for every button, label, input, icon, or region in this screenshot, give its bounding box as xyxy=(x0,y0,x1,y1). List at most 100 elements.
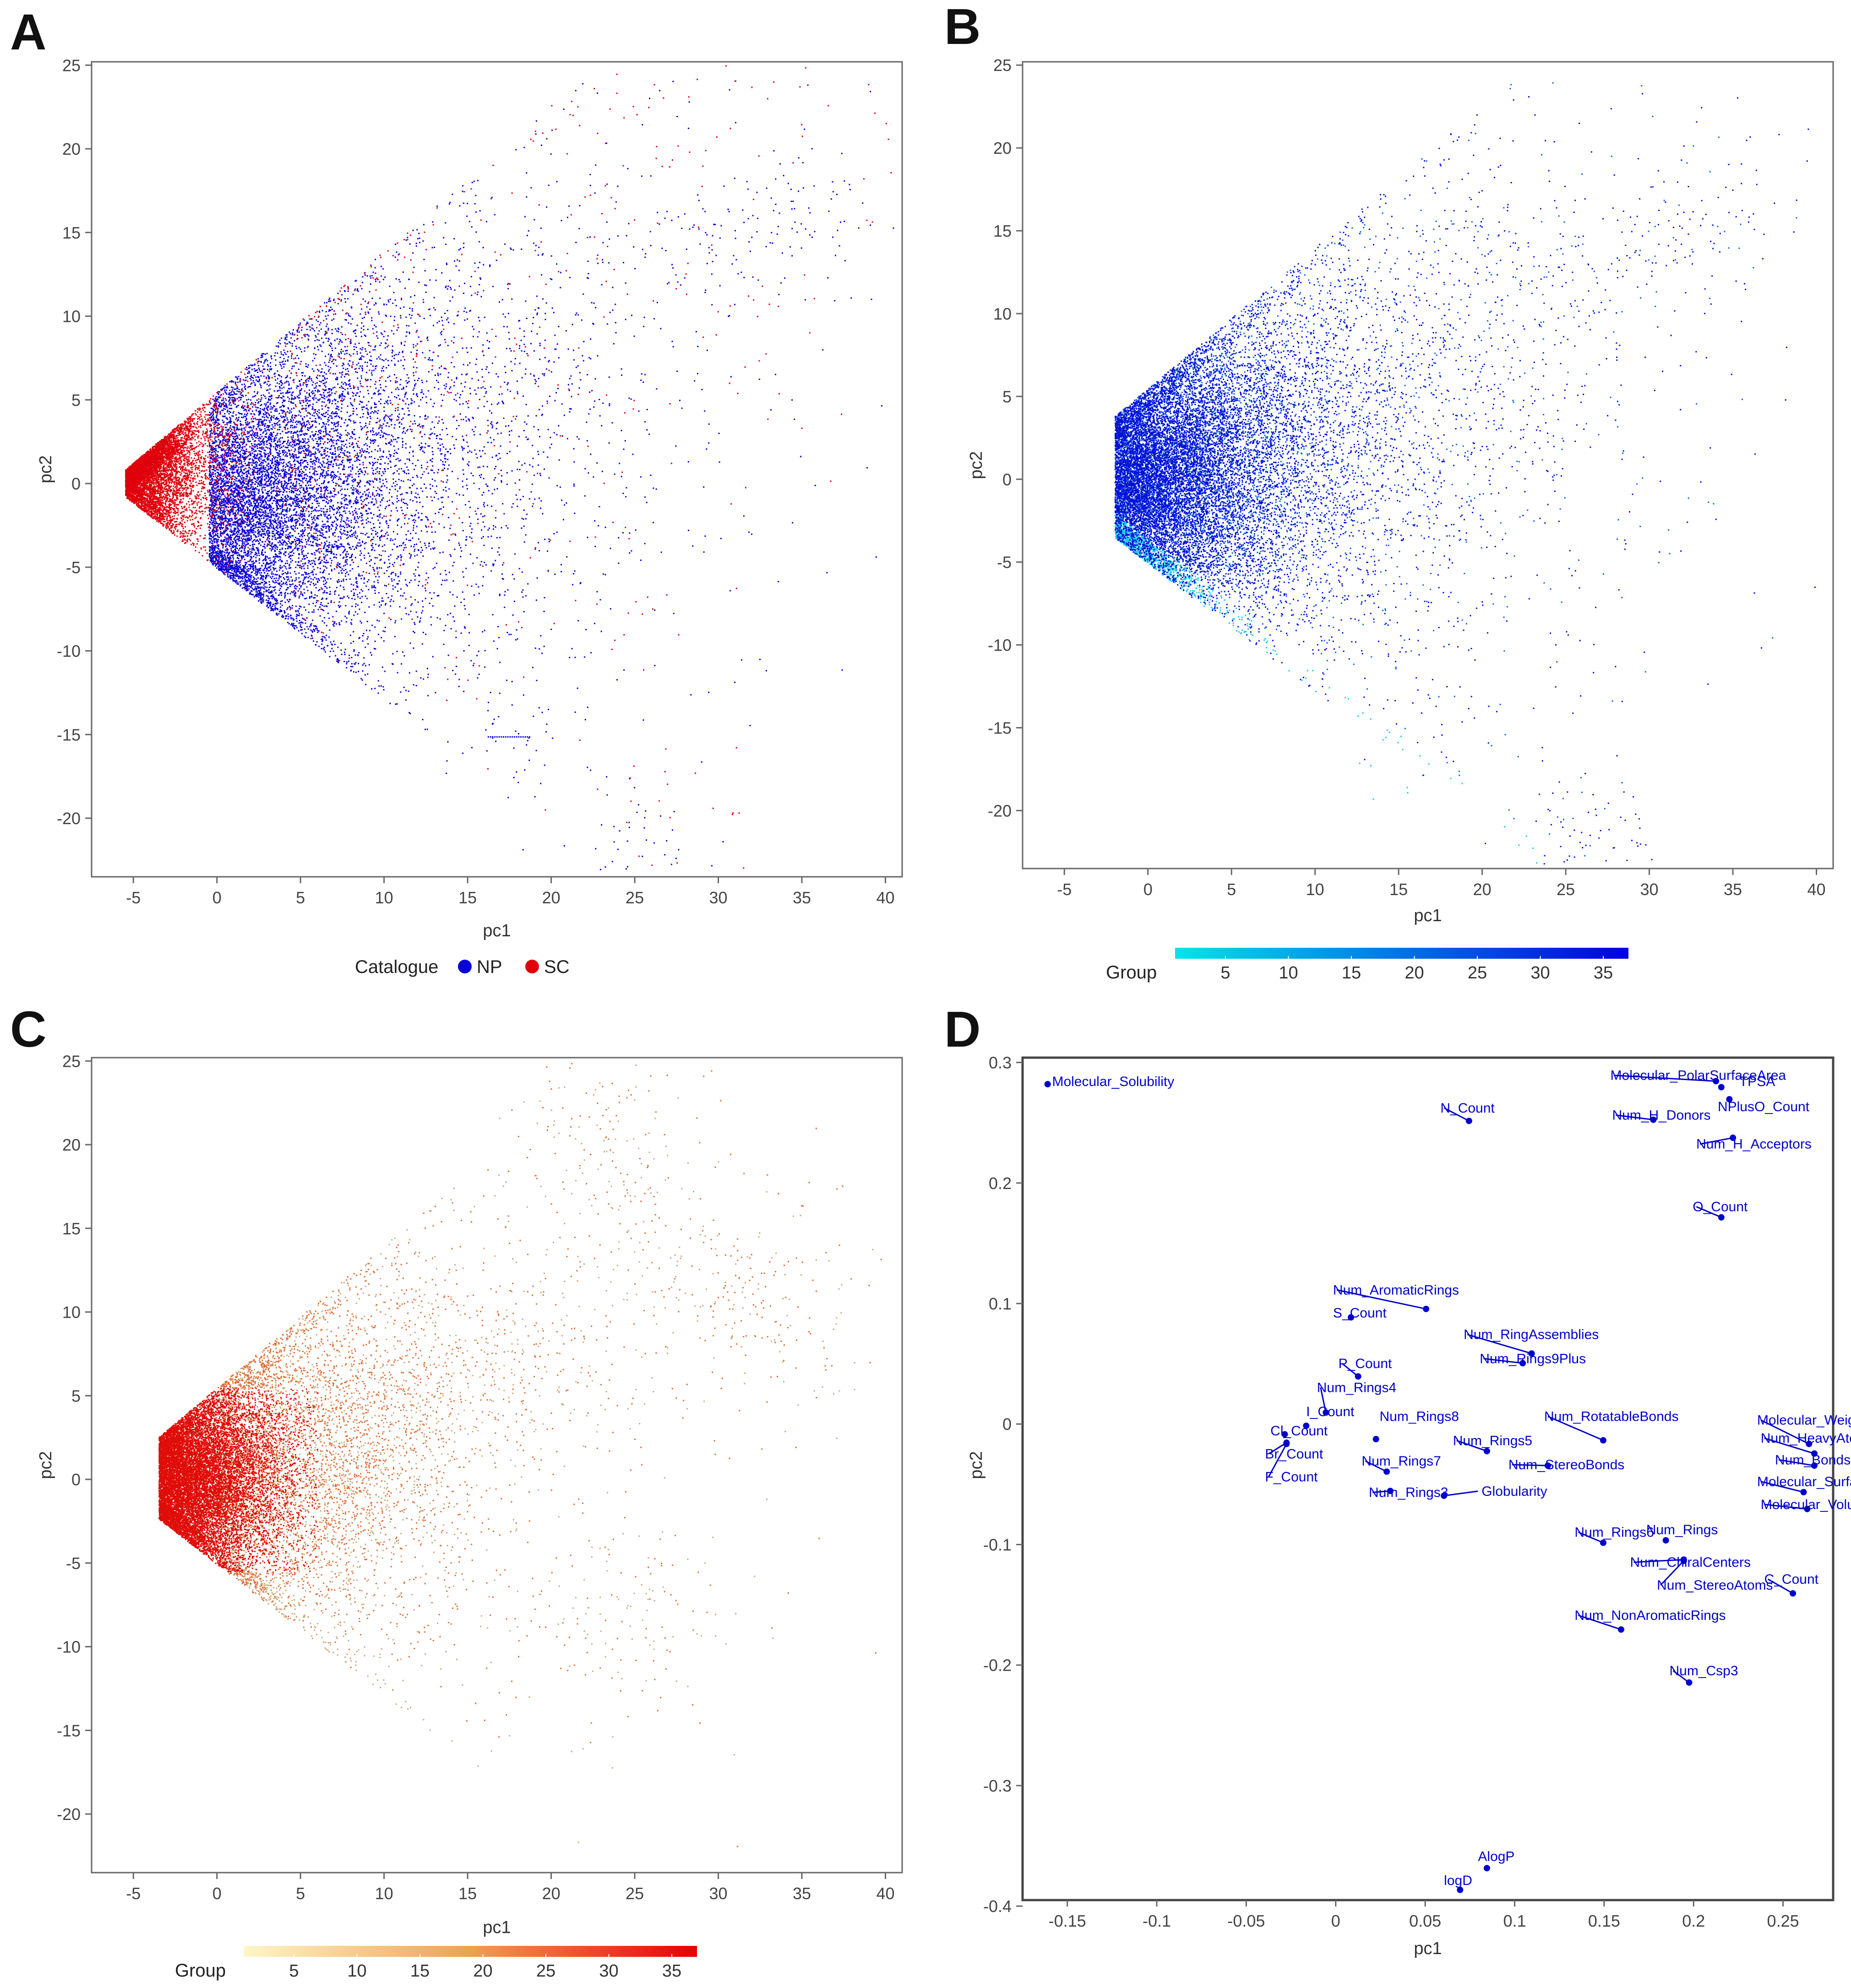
loading-label: NPlusO_Count xyxy=(1718,1099,1810,1114)
group-high-points xyxy=(1114,93,1816,865)
panel-d-y-axis-label: pc2 xyxy=(967,1451,986,1479)
colorbar-tick-label: 20 xyxy=(1405,963,1424,983)
panel-b-colorbar-gradient xyxy=(1175,948,1628,959)
loading-point xyxy=(1528,1350,1535,1357)
y-tick-label: 0.2 xyxy=(989,1174,1012,1193)
loading-label: Molecular_Volume xyxy=(1761,1497,1851,1512)
loading-point xyxy=(1811,1462,1818,1469)
panel-d-loading-points: Molecular_Solubility Molecular_PolarSurfa… xyxy=(1044,1068,1851,1893)
x-tick-label: 20 xyxy=(542,1884,561,1903)
panel-a-x-axis: -5 0 5 10 15 20 25 30 35 40 xyxy=(126,877,895,907)
x-tick-label: -0.05 xyxy=(1227,1912,1265,1930)
loading-num-rings7: Num_Rings7 xyxy=(1361,1454,1441,1475)
panel-c-x-axis: -5 0 5 10 15 20 25 30 35 40 xyxy=(126,1873,895,1903)
loading-logd: logD xyxy=(1444,1873,1472,1893)
loading-cl-count: Cl_Count xyxy=(1270,1423,1328,1439)
np-series-points xyxy=(208,80,894,870)
colorbar-tick-label: 10 xyxy=(1279,963,1298,983)
panel-a-scatter-points xyxy=(125,65,894,870)
colorbar-tick-label: 15 xyxy=(410,1961,430,1981)
y-tick-label: 15 xyxy=(62,1219,81,1238)
loading-molecular-solubility: Molecular_Solubility xyxy=(1044,1074,1174,1089)
loading-o-count: O_Count xyxy=(1693,1200,1748,1221)
loading-label: C_Count xyxy=(1764,1572,1819,1587)
loading-label: Molecular_SurfaceArea xyxy=(1757,1474,1851,1489)
loading-leader-line xyxy=(1578,1614,1622,1630)
panel-c: C -5 0 5 10 15 20 25 30 35 40 -20 -15 -10 -5 0 5 10 15 20… xyxy=(10,1001,903,1981)
loading-leader-line xyxy=(1512,1464,1548,1467)
loading-leader-line xyxy=(1767,1578,1793,1594)
y-tick-label: 10 xyxy=(62,1303,81,1322)
x-tick-label: 5 xyxy=(296,888,305,907)
loading-label: Molecular_Weight xyxy=(1757,1413,1851,1428)
panel-b-x-axis: -5 0 5 10 15 20 25 30 35 40 xyxy=(1057,869,1826,899)
loading-point xyxy=(1519,1360,1526,1367)
loading-point xyxy=(1483,1448,1490,1455)
x-tick-label: 15 xyxy=(458,888,477,907)
loading-num-rings6: Num_Rings6 xyxy=(1574,1525,1654,1546)
y-tick-label: -5 xyxy=(66,1554,81,1573)
loading-point xyxy=(1457,1886,1464,1893)
loading-i-count: I_Count xyxy=(1303,1404,1355,1429)
y-tick-label: 0.1 xyxy=(989,1294,1012,1313)
loading-num-stereoatoms: Num_StereoAtoms xyxy=(1657,1557,1773,1593)
loading-leader-line xyxy=(1483,1358,1523,1364)
panel-b-plot-border xyxy=(1022,61,1834,869)
loading-point xyxy=(1347,1314,1354,1321)
loading-label: Num_HeavyAtoms xyxy=(1761,1431,1851,1446)
loading-num-aromaticrings: Num_AromaticRings xyxy=(1333,1282,1459,1312)
y-tick-label: -20 xyxy=(57,1805,81,1824)
panel-c-colorbar-gradient xyxy=(244,1946,697,1957)
loading-leader-line xyxy=(1320,1387,1327,1413)
panel-b: B -5 0 5 10 15 20 25 30 35 40 -20 -15 -10 -5 0 5 10 15 20… xyxy=(944,0,1834,983)
y-tick-label: 25 xyxy=(62,1052,81,1070)
loading-leader-line xyxy=(1660,1560,1684,1586)
loading-p-count: P_Count xyxy=(1339,1356,1392,1380)
loading-point xyxy=(1544,1462,1551,1469)
loading-point xyxy=(1790,1590,1797,1597)
loading-br-count: Br_Count xyxy=(1265,1439,1323,1461)
loading-num-bonds: Num_Bonds xyxy=(1775,1452,1851,1469)
loading-num-rings: Num_Rings xyxy=(1646,1522,1718,1544)
x-tick-label: 15 xyxy=(458,1884,477,1903)
y-tick-label: -5 xyxy=(66,558,81,577)
loading-point xyxy=(1800,1488,1807,1495)
loading-label: I_Count xyxy=(1306,1404,1355,1419)
x-tick-label: 35 xyxy=(793,1884,811,1903)
x-tick-label: 10 xyxy=(1306,880,1324,899)
loading-leader-line xyxy=(1696,1206,1722,1218)
loading-point xyxy=(1726,1096,1733,1103)
loading-leader-line xyxy=(1336,1289,1426,1310)
loading-label: Num_Rings xyxy=(1646,1522,1718,1537)
loading-molecular-volume: Molecular_Volume xyxy=(1761,1497,1851,1512)
loading-molecular-weight: Molecular_Weight xyxy=(1757,1413,1851,1447)
loading-num-nonaromaticrings: Num_NonAromaticRings xyxy=(1574,1608,1726,1633)
x-tick-label: 5 xyxy=(1227,880,1236,899)
colorbar-tick-label: 30 xyxy=(1530,963,1550,983)
loading-label: Num_Rings3 xyxy=(1369,1485,1448,1500)
loading-point xyxy=(1662,1537,1669,1544)
loading-globularity: Globularity xyxy=(1441,1484,1547,1499)
loading-point xyxy=(1355,1373,1361,1380)
loading-leader-line xyxy=(1760,1481,1804,1493)
x-tick-label: 0.05 xyxy=(1409,1912,1441,1930)
y-tick-label: -10 xyxy=(57,642,81,661)
panel-c-y-axis-label: pc2 xyxy=(36,1451,55,1479)
loading-point xyxy=(1323,1409,1329,1416)
loading-leader-line xyxy=(1443,1107,1470,1122)
panel-a: A -5 0 5 10 15 20 25 30 35 40 -20 -15 -10 -5 0 5 10 15 20… xyxy=(10,4,903,977)
loading-leader-line xyxy=(1764,1504,1807,1510)
y-tick-label: 5 xyxy=(71,391,81,409)
loading-num-csp3: Num_Csp3 xyxy=(1669,1663,1738,1686)
panel-d-x-axis-label: pc1 xyxy=(1414,1939,1442,1958)
panel-c-colorbar: Group 5 10 15 20 25 30 35 xyxy=(175,1946,697,1981)
panel-a-legend: Catalogue NP SC xyxy=(355,957,570,977)
y-tick-label: 25 xyxy=(62,56,81,75)
y-tick-label: 0.3 xyxy=(989,1054,1012,1072)
loading-point xyxy=(1600,1539,1606,1546)
loading-label: Num_Rings9Plus xyxy=(1480,1351,1586,1366)
loading-label: Molecular_PolarSurfaceArea xyxy=(1611,1068,1786,1083)
colorbar-tick-label: 25 xyxy=(1468,963,1487,983)
loading-point xyxy=(1465,1118,1472,1124)
group-high-points xyxy=(158,1387,319,1573)
